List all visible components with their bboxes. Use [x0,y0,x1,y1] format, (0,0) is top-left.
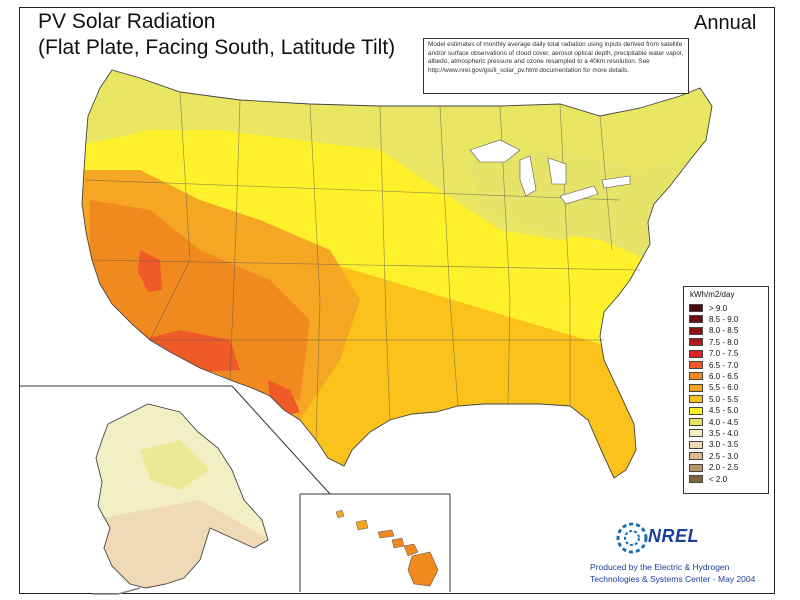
legend-label: 8.5 - 9.0 [709,314,739,324]
legend-swatch [689,475,703,483]
lake-michigan [519,155,537,197]
legend-item: 3.0 - 3.5 [689,440,738,450]
legend-label: 8.0 - 8.5 [709,326,739,336]
legend-label: 6.5 - 7.0 [709,360,739,370]
legend-item: 8.0 - 8.5 [689,326,738,336]
legend-label: 7.0 - 7.5 [709,349,739,359]
credit-line2: Technologies & Systems Center - May 2004 [590,574,756,584]
hawaii-region [335,509,439,587]
alaska-region [92,403,269,595]
legend-item: < 2.0 [689,474,727,484]
lake-huron [547,157,567,185]
legend-swatch [689,418,703,426]
legend-swatch [689,361,703,369]
legend-item: 2.5 - 3.0 [689,451,738,461]
map-title-line1: PV Solar Radiation [38,10,216,33]
legend-item: > 9.0 [689,303,727,313]
legend-label: 2.0 - 2.5 [709,463,739,473]
legend-label: 7.5 - 8.0 [709,337,739,347]
legend-label: 3.0 - 3.5 [709,440,739,450]
legend-item: 6.0 - 6.5 [689,371,738,381]
legend-label: > 9.0 [709,303,728,313]
lake-superior [469,139,521,163]
alaska-inset-border-diagonal [231,385,331,495]
legend: kWh/m2/day > 9.0 8.5 - 9.0 8.0 - 8.5 7.5 - … [683,286,769,494]
legend-swatch [689,315,703,324]
legend-item: 7.5 - 8.0 [689,337,738,347]
legend-swatch [689,452,703,461]
legend-item: 4.0 - 4.5 [689,417,738,427]
legend-label: 2.5 - 3.0 [709,451,739,461]
legend-item: 8.5 - 9.0 [689,314,738,324]
legend-title: kWh/m2/day [690,290,735,299]
legend-item: 3.5 - 4.0 [689,428,738,438]
legend-label: 5.5 - 6.0 [709,383,739,393]
legend-swatch [689,463,703,472]
period-label: Annual [694,12,757,34]
legend-item: 6.5 - 7.0 [689,360,738,370]
legend-item: 5.0 - 5.5 [689,394,738,404]
legend-item: 4.5 - 5.0 [689,406,738,416]
legend-item: 2.0 - 2.5 [689,463,738,473]
legend-swatch [689,440,703,449]
legend-swatch [689,429,703,438]
map-title-line2: (Flat Plate, Facing South, Latitude Tilt… [38,36,396,59]
legend-swatch [689,349,703,358]
legend-label: 5.0 - 5.5 [709,394,739,404]
credit-line1: Produced by the Electric & Hydrogen [590,562,730,572]
legend-swatch [689,383,703,392]
lake-ontario [601,175,631,189]
legend-swatch [689,304,703,312]
legend-label: 6.0 - 6.5 [709,371,739,381]
methodology-note: Model estimates of monthly average daily… [423,38,689,94]
legend-label: 4.0 - 4.5 [709,417,739,427]
legend-swatch [689,338,703,347]
legend-swatch [689,372,703,381]
lake-erie [559,185,599,205]
nrel-logo-text: NREL [648,526,699,546]
legend-label: 3.5 - 4.0 [709,428,739,438]
nrel-logo-mark [616,522,648,554]
legend-label: < 2.0 [709,474,728,484]
legend-swatch [689,406,703,415]
legend-item: 5.5 - 6.0 [689,383,738,393]
legend-swatch [689,395,703,404]
credit: Produced by the Electric & Hydrogen Tech… [590,561,755,585]
legend-label: 4.5 - 5.0 [709,406,739,416]
legend-item: 7.0 - 7.5 [689,349,738,359]
legend-swatch [689,326,703,335]
